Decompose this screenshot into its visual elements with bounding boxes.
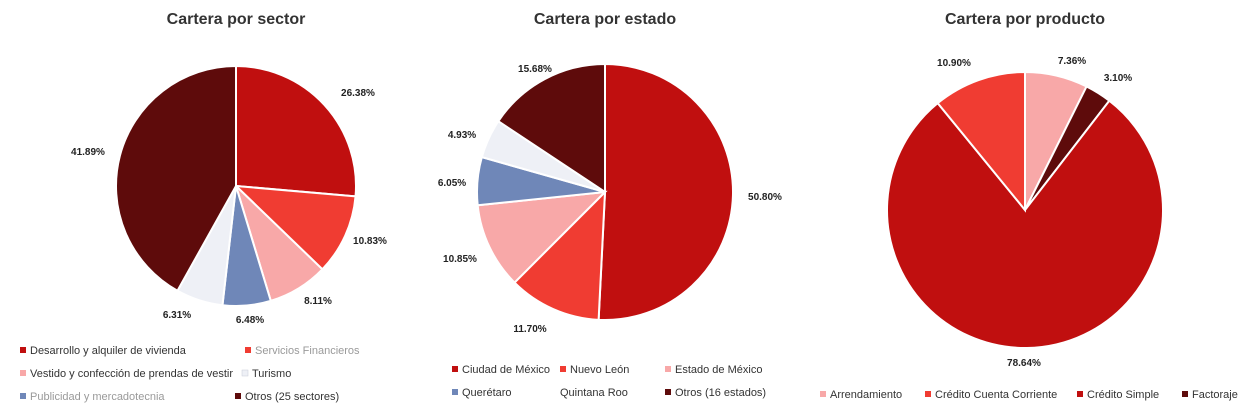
legend-label: Turismo — [252, 368, 291, 380]
legend-entry: Vestido y confección de prendas de vesti… — [20, 368, 233, 380]
slice-label: 6.05% — [438, 178, 466, 189]
pie-slice — [235, 64, 357, 198]
legend-entry: Estado de México — [665, 364, 762, 376]
legend-entry: Arrendamiento — [820, 389, 902, 401]
legend-entry: Crédito Cuenta Corriente — [925, 389, 1057, 401]
slice-label: 26.38% — [341, 88, 375, 99]
legend-label: Crédito Cuenta Corriente — [935, 389, 1057, 401]
legend-swatch — [20, 393, 26, 399]
legend-entry: Ciudad de México — [452, 364, 550, 376]
legend-entry: Quintana Roo — [560, 387, 628, 399]
pie-chart-2: Cartera por estado 50.80% 11.70% 10.85% 6.05… — [438, 11, 782, 399]
slice-label: 8.11% — [304, 296, 332, 307]
slice-label: 10.83% — [353, 236, 387, 247]
pie-slice — [115, 64, 237, 293]
slice-label: 50.80% — [748, 192, 782, 203]
legend-label: Vestido y confección de prendas de vesti… — [30, 368, 233, 380]
legend-label: Crédito Simple — [1087, 389, 1159, 401]
legend-entry: Turismo — [241, 368, 291, 380]
slice-label: 15.68% — [518, 64, 552, 75]
legend-swatch — [560, 366, 566, 372]
legend-swatch — [245, 347, 251, 353]
legend-label: Otros (16 estados) — [675, 387, 766, 399]
legend-label: Factoraje — [1192, 389, 1238, 401]
legend-swatch — [452, 366, 458, 372]
pie-slice — [936, 70, 1026, 213]
slice-label: 6.48% — [236, 315, 264, 326]
pie-slice — [476, 190, 608, 284]
legend-swatch — [452, 389, 458, 395]
pie-chart-1: Cartera por sector 26.38% 10.83% 8.11% 6.48%… — [20, 11, 387, 403]
slice-label: 10.85% — [443, 254, 477, 265]
legend-entry: Desarrollo y alquiler de vivienda — [20, 345, 187, 357]
legend-entry: Publicidad y mercadotecnia — [20, 391, 165, 403]
legend-swatch — [1077, 391, 1083, 397]
legend-entry: Crédito Simple — [1077, 389, 1159, 401]
legend-label: Otros (25 sectores) — [245, 391, 339, 403]
legend-label: Quintana Roo — [560, 387, 628, 399]
legend-label: Ciudad de México — [462, 364, 550, 376]
slice-label: 11.70% — [513, 324, 546, 335]
legend-swatch — [925, 391, 931, 397]
legend-label: Desarrollo y alquiler de vivienda — [30, 345, 187, 357]
legend-swatch — [20, 347, 26, 353]
legend-label: Publicidad y mercadotecnia — [30, 391, 165, 403]
chart-title: Cartera por estado — [534, 11, 676, 28]
legend-swatch — [241, 369, 249, 377]
pie-slice — [233, 184, 357, 271]
legend-entry: Nuevo León — [560, 364, 629, 376]
pie-slice — [597, 62, 734, 321]
slice-label: 6.31% — [163, 310, 191, 321]
slice-label: 41.89% — [71, 147, 105, 158]
pie-slice — [496, 62, 606, 194]
slice-label: 10.90% — [937, 58, 971, 69]
legend-label: Estado de México — [675, 364, 762, 376]
legend-swatch — [665, 389, 671, 395]
legend-swatch — [1182, 391, 1188, 397]
slice-label: 3.10% — [1104, 73, 1132, 84]
legend: Arrendamiento Crédito Cuenta Corriente Cré… — [820, 389, 1238, 401]
chart-title: Cartera por producto — [945, 11, 1105, 28]
legend-label: Arrendamiento — [830, 389, 902, 401]
legend-label: Nuevo León — [570, 364, 629, 376]
legend: Ciudad de México Nuevo León Estado de Méxi… — [452, 364, 766, 399]
legend: Desarrollo y alquiler de vivienda Servici… — [20, 345, 360, 403]
chart-title: Cartera por sector — [167, 11, 306, 28]
legend-entry: Otros (25 sectores) — [235, 391, 339, 403]
legend-swatch — [20, 370, 26, 376]
legend-swatch — [820, 391, 826, 397]
pie-slice — [886, 99, 1165, 349]
legend-entry: Otros (16 estados) — [665, 387, 766, 399]
pie-chart-3: Cartera por producto 7.36% 3.10% 78.64% 10.9… — [820, 11, 1238, 401]
legend-swatch — [665, 366, 671, 372]
legend-entry: Servicios Financieros — [245, 345, 360, 357]
slice-label: 78.64% — [1007, 358, 1041, 369]
legend-swatch — [235, 393, 241, 399]
legend-entry: Factoraje — [1182, 389, 1238, 401]
legend-label: Servicios Financieros — [255, 345, 360, 357]
pie-slice — [513, 189, 607, 321]
legend-label: Querétaro — [462, 387, 512, 399]
slice-label: 4.93% — [448, 130, 476, 141]
legend-entry: Querétaro — [452, 387, 512, 399]
slice-label: 7.36% — [1058, 56, 1086, 67]
